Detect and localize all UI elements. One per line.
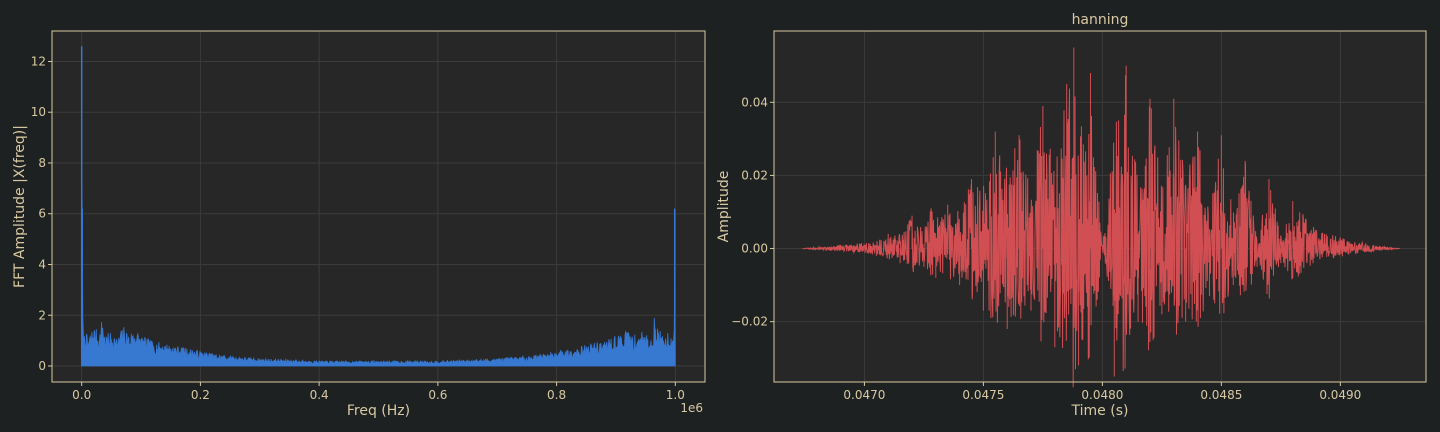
x-tick-label: 0.4	[310, 388, 329, 402]
y-tick-label: 4	[38, 257, 46, 271]
fft-y-ticks: 0 2 4 6 8 10 12	[31, 54, 52, 373]
hanning-y-axis-label: Amplitude	[716, 171, 732, 243]
x-tick-label: 0.0475	[962, 388, 1004, 402]
fft-chart: 0.0 0.2 0.4 0.6 0.8 1.0 0 2 4 6 8 10 12 Freq (Hz) F…	[12, 30, 706, 419]
hanning-axes-frame	[773, 30, 1427, 383]
x-tick-label: 0.0	[72, 388, 91, 402]
x-tick-label: 0.2	[191, 388, 210, 402]
fft-y-axis-label: FFT Amplitude |X(freq)|	[12, 125, 28, 288]
y-tick-label: −0.02	[731, 315, 768, 329]
hanning-x-ticks: 0.0470 0.0475 0.0480 0.0485 0.0490	[843, 382, 1361, 402]
x-tick-label: 0.0480	[1081, 388, 1123, 402]
hanning-signal-line	[802, 75, 1400, 388]
y-tick-label: 10	[31, 105, 46, 119]
fft-x-axis-label: Freq (Hz)	[347, 403, 410, 419]
y-tick-label: 8	[38, 156, 46, 170]
hanning-series	[802, 47, 1400, 388]
y-tick-label: 6	[38, 207, 46, 221]
hanning-plot-area	[774, 31, 1426, 382]
x-tick-label: 0.0470	[843, 388, 885, 402]
y-tick-label: 0	[38, 359, 46, 373]
y-tick-label: 0.04	[741, 95, 768, 109]
hanning-chart: 0.0470 0.0475 0.0480 0.0485 0.0490 −0.02 0.00…	[716, 12, 1427, 419]
x-tick-label: 0.8	[547, 388, 566, 402]
hanning-x-axis-label: Time (s)	[1071, 403, 1129, 419]
x-tick-label: 0.0485	[1200, 388, 1242, 402]
fft-series	[80, 46, 676, 367]
fft-amplitude-area	[81, 180, 676, 367]
x-tick-label: 0.6	[428, 388, 447, 402]
fft-axes-frame	[51, 30, 706, 383]
fft-plot-area	[52, 31, 705, 382]
fft-x-ticks: 0.0 0.2 0.4 0.6 0.8 1.0	[72, 382, 685, 402]
y-tick-label: 0.00	[741, 242, 768, 256]
x-tick-label: 0.0490	[1319, 388, 1361, 402]
fft-x-offset-text: 1e6	[680, 401, 703, 415]
x-tick-label: 1.0	[666, 388, 685, 402]
hanning-y-ticks: −0.02 0.00 0.02 0.04	[731, 95, 774, 329]
y-tick-label: 0.02	[741, 168, 768, 182]
y-tick-label: 12	[31, 54, 46, 68]
hanning-title: hanning	[1072, 12, 1129, 28]
y-tick-label: 2	[38, 308, 46, 322]
